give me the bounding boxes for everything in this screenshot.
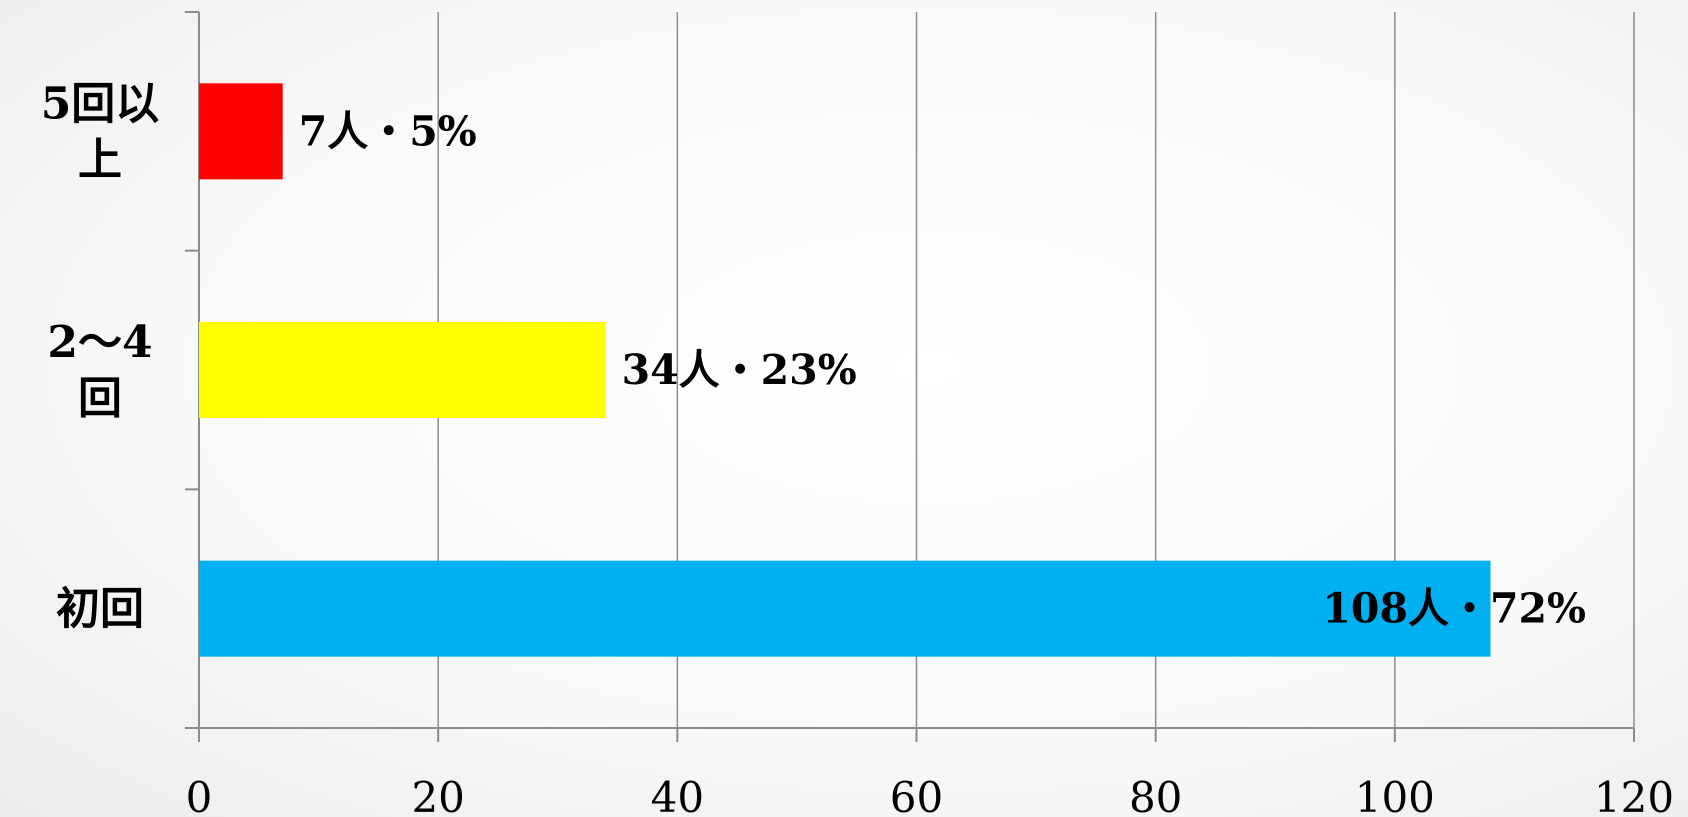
x-tick-label-2: 40 — [651, 773, 704, 817]
bar-0 — [199, 83, 283, 180]
x-tick-label-5: 100 — [1355, 773, 1435, 817]
x-tick-label-6: 120 — [1594, 773, 1674, 817]
x-tick-label-3: 60 — [890, 773, 943, 817]
data-label-0: 7人・5% — [299, 107, 477, 155]
x-tick-label-4: 80 — [1129, 773, 1182, 817]
bar-1 — [199, 322, 606, 418]
category-label-0-line-1: 上 — [78, 134, 122, 185]
category-label-1-line-0: 2～4 — [47, 317, 152, 368]
category-label-2-line-0: 初回 — [56, 584, 144, 635]
bar-2 — [199, 560, 1491, 657]
data-label-2: 108人・72% — [1322, 585, 1586, 633]
x-tick-label-0: 0 — [186, 773, 213, 817]
x-tick-label-1: 20 — [411, 773, 464, 817]
data-label-1: 34人・23% — [622, 346, 857, 394]
category-label-0-line-0: 5回以 — [41, 78, 160, 129]
category-label-1-line-1: 回 — [78, 373, 122, 424]
